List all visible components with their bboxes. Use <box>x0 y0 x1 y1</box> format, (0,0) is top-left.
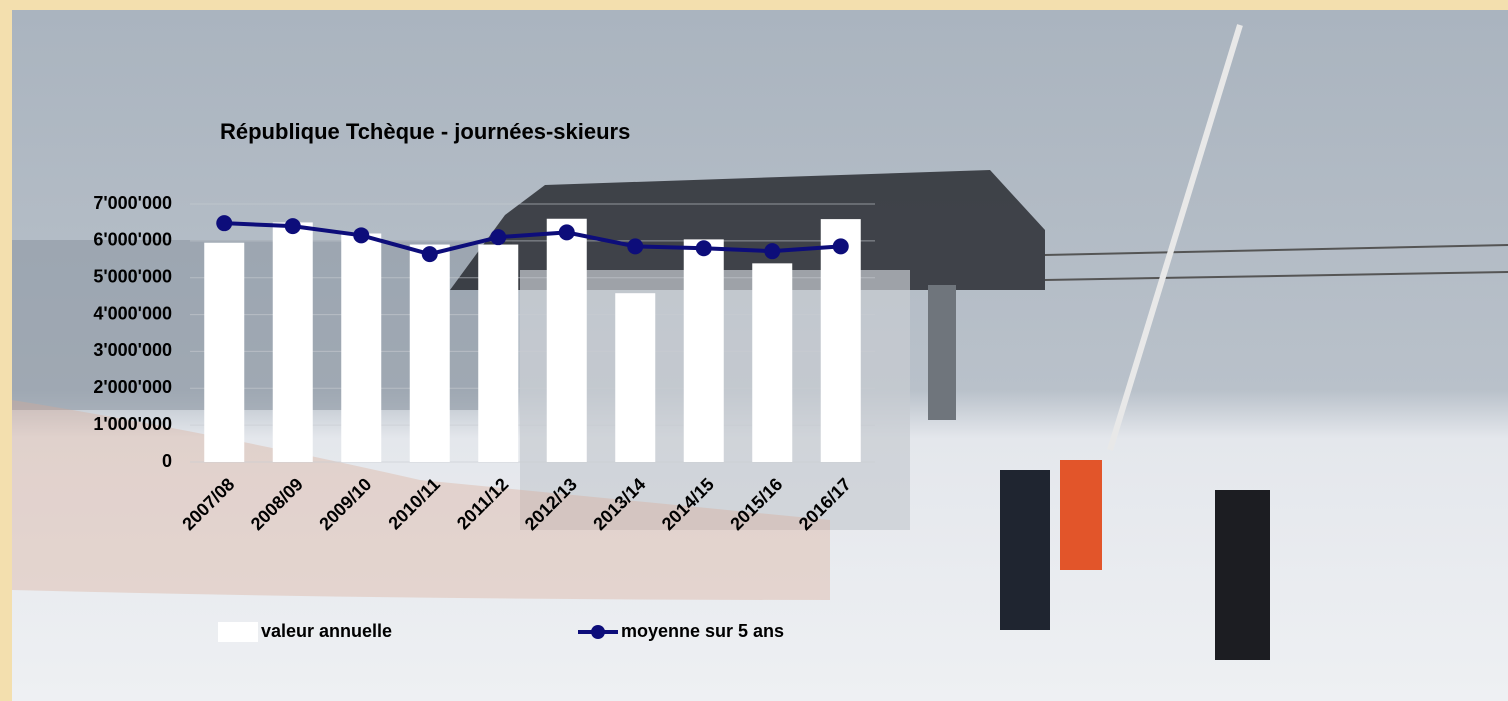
y-tick-label: 3'000'000 <box>93 340 172 360</box>
y-tick-label: 0 <box>162 451 172 471</box>
chart: République Tchèque - journées-skieurs 0 1… <box>0 0 1508 701</box>
line-marker <box>216 215 232 231</box>
page: République Tchèque - journées-skieurs 0 1… <box>0 0 1508 701</box>
line-marker <box>764 243 780 259</box>
bar <box>478 245 518 462</box>
line-marker <box>422 246 438 262</box>
y-tick-label: 1'000'000 <box>93 414 172 434</box>
bar <box>341 233 381 462</box>
legend-label: valeur annuelle <box>261 621 392 641</box>
line-marker <box>285 218 301 234</box>
line-marker <box>559 224 575 240</box>
y-tick-label: 5'000'000 <box>93 266 172 286</box>
y-tick-label: 7'000'000 <box>93 193 172 213</box>
y-tick-label: 6'000'000 <box>93 230 172 250</box>
y-tick-label: 4'000'000 <box>93 303 172 323</box>
legend-label: moyenne sur 5 ans <box>621 621 784 641</box>
bar <box>752 263 792 462</box>
bar <box>615 293 655 462</box>
line-marker <box>627 238 643 254</box>
chart-title: République Tchèque - journées-skieurs <box>220 119 630 144</box>
bar <box>547 219 587 462</box>
line-marker <box>696 240 712 256</box>
y-tick-label: 2'000'000 <box>93 377 172 397</box>
line-marker <box>490 229 506 245</box>
bar <box>684 239 724 462</box>
line-marker <box>833 238 849 254</box>
bar <box>410 245 450 462</box>
bar <box>273 222 313 462</box>
line-marker <box>353 227 369 243</box>
bar <box>821 219 861 462</box>
legend-swatch <box>218 622 258 642</box>
bar <box>204 243 244 462</box>
legend-marker <box>591 625 605 639</box>
